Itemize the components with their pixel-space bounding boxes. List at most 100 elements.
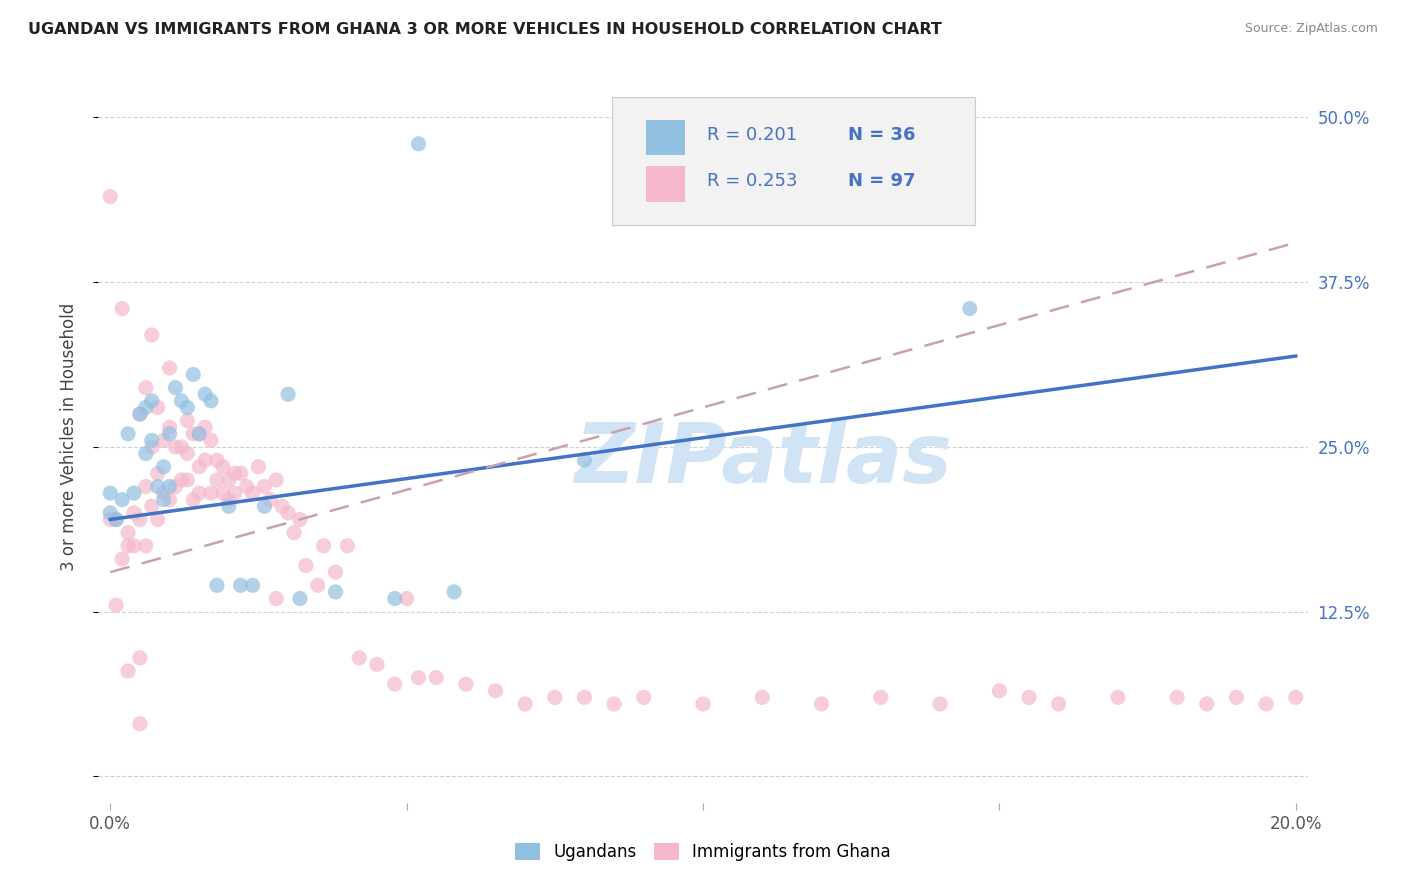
Point [929, 697, 952, 711]
Point [277, 506, 299, 520]
Point [111, 301, 134, 316]
Point [395, 591, 418, 606]
Point [117, 525, 139, 540]
Point [205, 578, 228, 592]
Point [165, 440, 187, 454]
Point [141, 434, 163, 448]
Point [205, 473, 228, 487]
Point [188, 426, 211, 441]
Point [574, 453, 596, 467]
Point [277, 387, 299, 401]
Point [325, 585, 347, 599]
Point [165, 479, 187, 493]
Point [271, 500, 294, 514]
Point [141, 500, 163, 514]
Point [242, 578, 264, 592]
Point [122, 486, 145, 500]
Point [194, 453, 217, 467]
Point [212, 459, 235, 474]
Point [212, 486, 235, 500]
Point [1166, 690, 1188, 705]
Point [1254, 697, 1277, 711]
Point [484, 683, 506, 698]
Text: Source: ZipAtlas.com: Source: ZipAtlas.com [1244, 22, 1378, 36]
Point [218, 500, 240, 514]
Point [170, 473, 193, 487]
Point [159, 360, 181, 375]
Point [135, 539, 157, 553]
Point [152, 434, 174, 448]
Point [454, 677, 477, 691]
Point [325, 565, 347, 579]
Point [1018, 690, 1040, 705]
Point [152, 486, 174, 500]
Point [98, 506, 121, 520]
Point [159, 426, 181, 441]
Point [603, 697, 626, 711]
Point [129, 650, 152, 665]
Point [117, 539, 139, 553]
Point [122, 506, 145, 520]
Point [224, 486, 246, 500]
Point [135, 381, 157, 395]
Point [218, 492, 240, 507]
Point [288, 591, 311, 606]
Point [194, 420, 217, 434]
Point [129, 716, 152, 731]
Point [176, 414, 198, 428]
Point [98, 512, 121, 526]
Point [574, 690, 596, 705]
Point [129, 407, 152, 421]
Point [105, 512, 128, 526]
Point [152, 492, 174, 507]
Point [129, 512, 152, 526]
Point [141, 393, 163, 408]
Point [408, 671, 430, 685]
Point [224, 467, 246, 481]
Point [264, 591, 287, 606]
Point [98, 486, 121, 500]
Point [307, 578, 329, 592]
FancyBboxPatch shape [613, 97, 976, 225]
Point [336, 539, 359, 553]
Point [105, 598, 128, 612]
Point [111, 552, 134, 566]
Point [515, 697, 537, 711]
Point [869, 690, 891, 705]
Text: N = 97: N = 97 [848, 172, 915, 190]
Point [188, 459, 211, 474]
Point [181, 368, 204, 382]
Point [129, 407, 152, 421]
Point [170, 440, 193, 454]
Point [159, 479, 181, 493]
Point [122, 539, 145, 553]
Point [135, 401, 157, 415]
Point [159, 492, 181, 507]
Point [200, 434, 222, 448]
Point [141, 440, 163, 454]
Point [1285, 690, 1308, 705]
Bar [647, 167, 685, 202]
Point [443, 585, 465, 599]
Point [283, 525, 305, 540]
Point [229, 578, 252, 592]
Point [181, 492, 204, 507]
Point [259, 492, 281, 507]
Point [347, 650, 370, 665]
Point [544, 690, 567, 705]
Point [1225, 690, 1247, 705]
Text: N = 36: N = 36 [848, 126, 915, 144]
Point [200, 393, 222, 408]
Point [312, 539, 335, 553]
Point [264, 473, 287, 487]
Point [288, 512, 311, 526]
Bar [647, 120, 685, 155]
Point [98, 189, 121, 203]
Point [751, 690, 773, 705]
Point [235, 479, 257, 493]
Point [253, 500, 276, 514]
Point [218, 473, 240, 487]
Point [692, 697, 714, 711]
Point [247, 459, 270, 474]
Point [135, 446, 157, 460]
